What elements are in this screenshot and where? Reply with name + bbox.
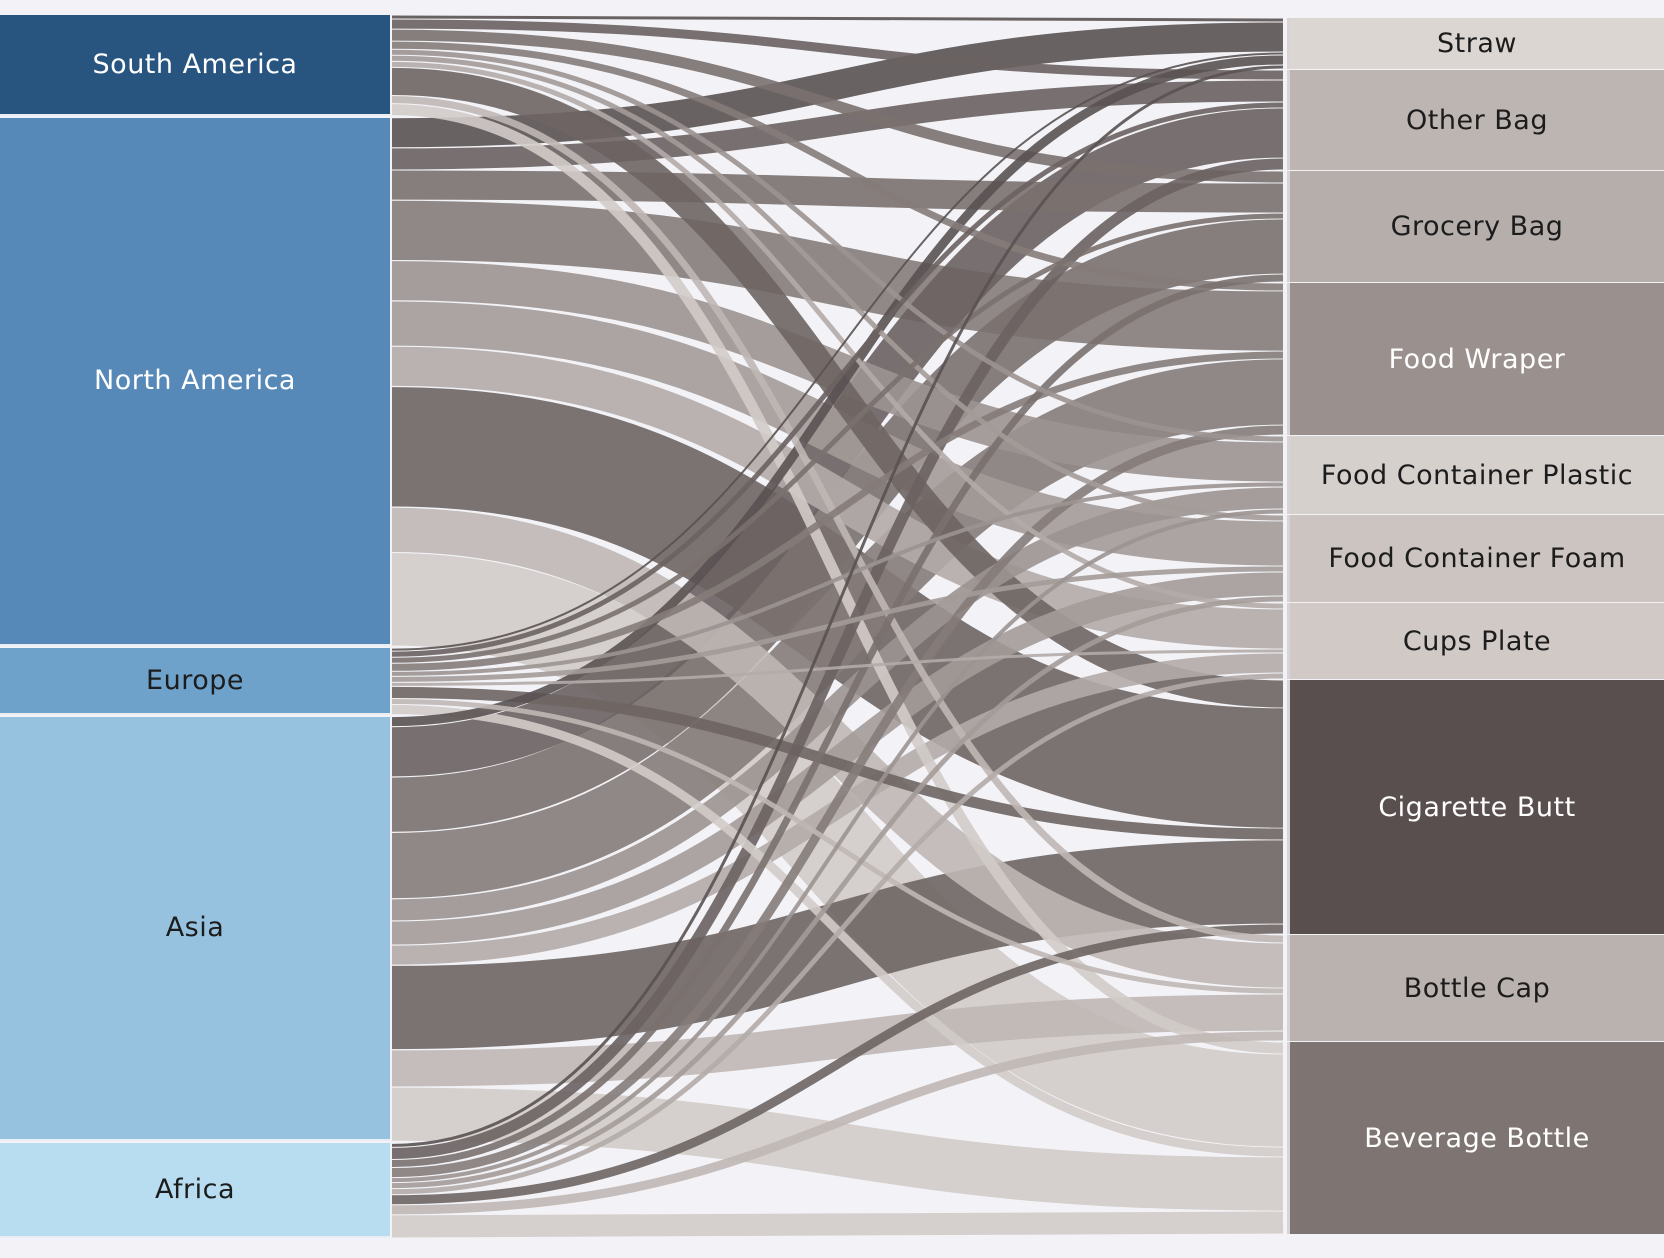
target-node-straw: Straw xyxy=(1287,18,1664,69)
flow-link-south-america-to-bottle-cap xyxy=(391,96,1284,943)
target-label: Food Container Foam xyxy=(1328,543,1626,574)
flow-link-africa-to-straw xyxy=(391,65,1284,1147)
source-label: North America xyxy=(94,365,296,397)
flow-link-africa-to-other-bag xyxy=(391,158,1284,1159)
flow-link-north-america-to-beverage-bottle xyxy=(391,553,1284,1147)
target-label: Beverage Bottle xyxy=(1364,1122,1590,1154)
flow-link-europe-to-grocery-bag xyxy=(391,213,1284,663)
target-label: Straw xyxy=(1437,28,1517,59)
source-label: Asia xyxy=(165,912,225,944)
flow-link-africa-to-food-container-plastic xyxy=(391,509,1284,1183)
flow-link-asia-to-food-wraper xyxy=(391,359,1284,899)
source-node-south-america: South America xyxy=(0,15,390,116)
flow-link-europe-to-food-container-plastic xyxy=(391,482,1284,676)
target-node-cups-plate: Cups Plate xyxy=(1287,603,1664,679)
flow-link-asia-to-food-container-plastic xyxy=(391,487,1284,921)
flow-link-europe-to-food-wraper xyxy=(391,351,1284,671)
source-node-africa: Africa xyxy=(0,1143,390,1238)
target-node-bottle-cap: Bottle Cap xyxy=(1287,935,1664,1041)
target-node-cigarette-butt: Cigarette Butt xyxy=(1287,680,1664,934)
flow-link-africa-to-beverage-bottle xyxy=(391,1211,1284,1238)
target-node-food-container-plastic: Food Container Plastic xyxy=(1287,436,1664,514)
target-node-beverage-bottle: Beverage Bottle xyxy=(1287,1042,1664,1234)
flow-link-south-america-to-grocery-bag xyxy=(391,29,1284,183)
flow-link-africa-to-bottle-cap xyxy=(391,1031,1284,1215)
flow-link-africa-to-grocery-bag xyxy=(391,274,1284,1168)
target-label: Cigarette Butt xyxy=(1378,791,1576,823)
flow-link-south-america-to-food-wraper xyxy=(391,41,1284,291)
flow-link-europe-to-straw xyxy=(391,52,1284,651)
target-label: Food Container Plastic xyxy=(1320,459,1634,491)
flow-link-south-america-to-other-bag xyxy=(391,19,1284,80)
flow-link-asia-to-beverage-bottle xyxy=(391,1087,1284,1211)
flow-link-asia-to-bottle-cap xyxy=(391,994,1284,1087)
target-node-food-wraper: Food Wraper xyxy=(1287,283,1664,435)
source-label: Europe xyxy=(146,664,244,696)
flow-link-south-america-to-food-container-plastic xyxy=(391,49,1284,442)
target-label: Grocery Bag xyxy=(1390,211,1564,242)
target-label: Food Wraper xyxy=(1388,343,1566,375)
target-node-food-container-foam: Food Container Foam xyxy=(1287,515,1664,602)
flow-link-south-america-to-straw xyxy=(391,15,1284,22)
target-node-grocery-bag: Grocery Bag xyxy=(1287,171,1664,282)
flow-link-africa-to-food-container-foam xyxy=(391,596,1284,1189)
flow-link-europe-to-other-bag xyxy=(391,102,1284,657)
flow-link-south-america-to-food-container-foam xyxy=(391,55,1284,521)
flow-link-north-america-to-grocery-bag xyxy=(391,170,1284,213)
target-label: Bottle Cap xyxy=(1403,972,1551,1004)
target-label: Cups Plate xyxy=(1402,625,1552,657)
source-label: Africa xyxy=(154,1174,235,1206)
flow-link-north-america-to-food-wraper xyxy=(391,200,1284,351)
source-node-europe: Europe xyxy=(0,648,390,715)
flow-link-europe-to-cups-plate xyxy=(391,649,1284,686)
flow-link-europe-to-cigarette-butt xyxy=(391,686,1284,840)
source-node-north-america: North America xyxy=(0,117,390,647)
target-node-other-bag: Other Bag xyxy=(1287,70,1664,170)
source-label: South America xyxy=(92,48,298,80)
flow-link-africa-to-food-wraper xyxy=(391,425,1284,1178)
flow-link-africa-to-cups-plate xyxy=(391,673,1284,1195)
flow-link-africa-to-cigarette-butt xyxy=(391,924,1284,1205)
target-label: Other Bag xyxy=(1406,104,1548,136)
flow-link-europe-to-food-container-foam xyxy=(391,566,1284,682)
source-node-asia: Asia xyxy=(0,716,390,1142)
